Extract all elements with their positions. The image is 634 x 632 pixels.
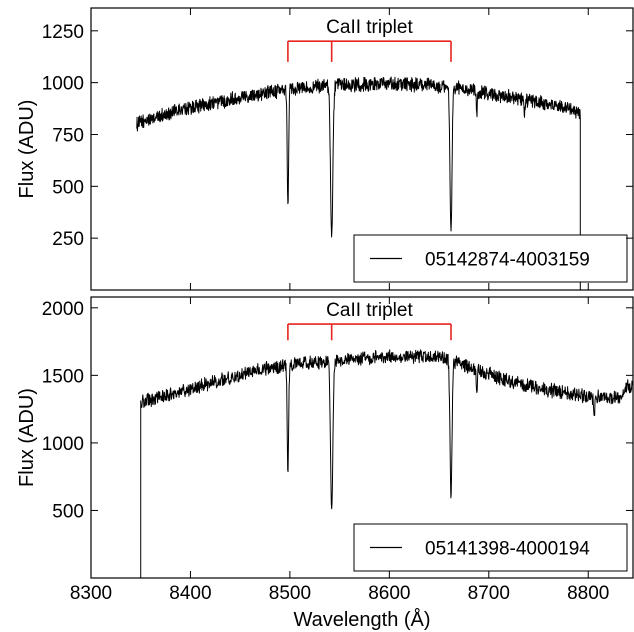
bottom-caii-annotation: CaII triplet: [287, 300, 452, 341]
top-legend-label: 05142874-4003159: [425, 250, 590, 271]
bottom-x-tick-label: 8800: [567, 583, 609, 604]
bottom-x-tick-labels: 8300 8400 8500 8600 8700 8800: [70, 583, 610, 604]
bottom-x-tick-label: 8600: [368, 583, 410, 604]
top-y-tick-label: 1000: [42, 74, 84, 95]
top-y-tick-label: 750: [52, 125, 84, 146]
bottom-y-axis-label: Flux (ADU): [16, 388, 38, 487]
top-y-axis-label: Flux (ADU): [16, 100, 38, 199]
bottom-x-tick-label: 8300: [70, 583, 112, 604]
bottom-legend-label: 05141398-4000194: [425, 539, 590, 560]
bottom-x-tick-label: 8400: [169, 583, 211, 604]
top-ticks: [90, 8, 633, 290]
top-y-tick-label: 500: [52, 177, 84, 198]
bottom-y-tick-labels: 500 1000 1500 2000: [42, 299, 84, 523]
top-panel: CaII triplet 05142874-4003159 250 500 750 1…: [16, 7, 634, 291]
top-legend-box: [353, 234, 628, 283]
bottom-caii-bracket: [287, 323, 452, 341]
bottom-legend: 05141398-4000194: [353, 523, 628, 572]
bottom-y-tick-label: 1000: [42, 434, 84, 455]
top-caii-annotation: CaII triplet: [287, 17, 452, 62]
bottom-y-tick-label: 1500: [42, 366, 84, 387]
top-spectrum-layer: [136, 76, 581, 290]
top-spectrum-line: [136, 76, 581, 290]
top-legend: 05142874-4003159: [353, 234, 628, 283]
bottom-spectrum-line: [140, 349, 633, 578]
bottom-ticks: [90, 297, 633, 578]
top-y-tick-label: 1250: [42, 22, 84, 43]
top-caii-bracket: [287, 40, 452, 62]
bottom-panel: CaII triplet 05141398-4000194 500 1000 150…: [16, 296, 634, 631]
top-plot-frame: [90, 7, 634, 291]
bottom-x-tick-label: 8500: [269, 583, 311, 604]
bottom-plot-frame: [90, 296, 634, 579]
top-y-tick-label: 250: [52, 229, 84, 250]
top-y-tick-labels: 250 500 750 1000 1250: [42, 22, 84, 250]
bottom-spectrum-layer: [140, 349, 633, 578]
top-caii-label: CaII triplet: [326, 17, 413, 38]
bottom-caii-label: CaII triplet: [326, 300, 413, 321]
bottom-y-tick-label: 500: [52, 501, 84, 522]
bottom-x-tick-label: 8700: [468, 583, 510, 604]
bottom-y-tick-label: 2000: [42, 299, 84, 320]
bottom-x-axis-label: Wavelength (Å): [293, 608, 430, 631]
